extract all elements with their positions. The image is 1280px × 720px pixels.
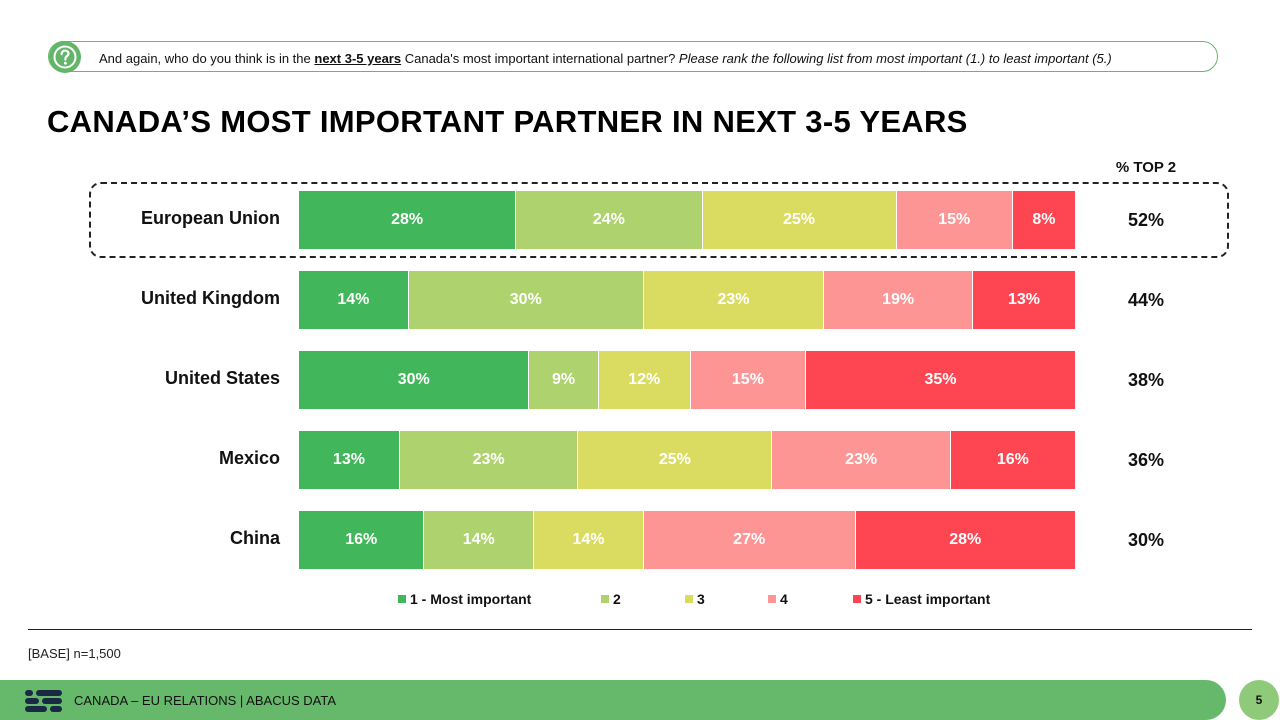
question-emphasis: next 3-5 years: [314, 51, 402, 66]
legend-label: 2: [613, 591, 621, 607]
bar-segment: 27%: [643, 511, 856, 569]
bar-segment: 14%: [299, 271, 409, 329]
highlight-box: [89, 182, 1229, 258]
question-instruction: Please rank the following list from most…: [678, 51, 1112, 66]
legend-label: 5 - Least important: [865, 591, 991, 607]
legend-label: 4: [780, 591, 788, 607]
bar-row: 30% 9% 12% 15% 35%: [299, 351, 1075, 409]
legend-item-3: 3: [685, 591, 705, 607]
bar-segment: 25%: [578, 431, 773, 489]
legend-swatch: [685, 595, 693, 603]
divider-line: [28, 629, 1252, 630]
bar-segment: 28%: [855, 511, 1075, 569]
bar-segment: 23%: [643, 271, 825, 329]
bar-segment: 16%: [950, 431, 1075, 489]
bar-segment: 8%: [1012, 191, 1075, 249]
bar-segment: 9%: [529, 351, 599, 409]
legend-swatch: [768, 595, 776, 603]
top2-value: 38%: [1127, 370, 1165, 390]
bar-segment: 35%: [806, 351, 1075, 409]
abacus-logo-icon: [24, 689, 64, 713]
base-note: [BASE] n=1,500: [28, 646, 121, 661]
bar-row: 14% 30% 23% 19% 13%: [299, 271, 1075, 329]
top2-value: 52%: [1127, 210, 1165, 230]
legend-label: 1 - Most important: [410, 591, 532, 607]
row-label: United States: [164, 368, 280, 388]
question-mark-icon: [49, 41, 81, 73]
question-text: And again, who do you think is in the ne…: [99, 51, 1112, 66]
top2-value: 30%: [1127, 530, 1165, 550]
page-number: 5: [1239, 680, 1279, 720]
bar-segment: 23%: [772, 431, 951, 489]
legend-swatch: [398, 595, 406, 603]
footer-bar: CANADA – EU RELATIONS | ABACUS DATA: [0, 680, 1226, 720]
row-label: United Kingdom: [141, 288, 280, 308]
bar-segment: 15%: [896, 191, 1013, 249]
bar-segment: 16%: [299, 511, 425, 569]
bar-row: 13% 23% 25% 23% 16%: [299, 431, 1075, 489]
bar-segment: 28%: [299, 191, 517, 249]
legend-item-5: 5 - Least important: [853, 591, 990, 607]
bar-segment: 30%: [299, 351, 530, 409]
bar-segment: 13%: [299, 431, 400, 489]
question-middle: Canada's most important international pa…: [401, 51, 679, 66]
bar-row: 16% 14% 14% 27% 28%: [299, 511, 1075, 569]
legend-item-4: 4: [768, 591, 788, 607]
top2-header: % TOP 2: [1115, 159, 1177, 176]
bar-segment: 30%: [408, 271, 644, 329]
question-prefix: And again, who do you think is in the: [99, 51, 315, 66]
top2-value: 44%: [1127, 290, 1165, 310]
legend-swatch: [853, 595, 861, 603]
legend-swatch: [601, 595, 609, 603]
bar-segment: 19%: [824, 271, 974, 329]
bar-segment: 14%: [424, 511, 535, 569]
question-box: And again, who do you think is in the ne…: [48, 41, 1218, 73]
bar-segment: 12%: [598, 351, 691, 409]
legend-item-1: 1 - Most important: [398, 591, 531, 607]
bar-segment: 14%: [534, 511, 644, 569]
legend-item-2: 2: [601, 591, 621, 607]
row-label: European Union: [141, 208, 280, 228]
footer-text: CANADA – EU RELATIONS | ABACUS DATA: [74, 693, 336, 708]
row-label: Mexico: [218, 448, 280, 468]
row-label: China: [229, 528, 280, 548]
bar-segment: 15%: [690, 351, 807, 409]
bar-row: 28% 24% 25% 15% 8%: [299, 191, 1075, 249]
chart-title: CANADA’S MOST IMPORTANT PARTNER IN NEXT …: [47, 104, 968, 139]
legend-label: 3: [697, 591, 705, 607]
top2-value: 36%: [1127, 450, 1165, 470]
bar-segment: 23%: [399, 431, 579, 489]
bar-segment: 13%: [973, 271, 1075, 329]
bar-segment: 25%: [702, 191, 897, 249]
bar-segment: 24%: [516, 191, 703, 249]
